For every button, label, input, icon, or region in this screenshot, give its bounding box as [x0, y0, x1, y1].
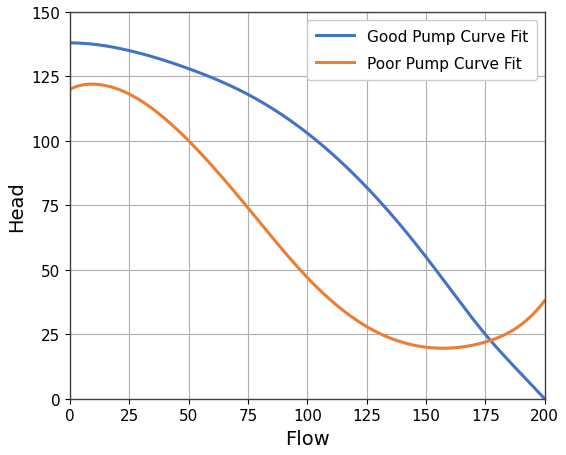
Good Pump Curve Fit: [276, 111, 282, 116]
Poor Pump Curve Fit: [88, 82, 95, 88]
Poor Pump Curve Fit: [67, 87, 74, 93]
Good Pump Curve Fit: [115, 46, 122, 52]
X-axis label: Flow: Flow: [285, 429, 330, 448]
Y-axis label: Head: Head: [7, 181, 26, 231]
Poor Pump Curve Fit: [446, 346, 453, 351]
Poor Pump Curve Fit: [541, 298, 548, 304]
Poor Pump Curve Fit: [437, 346, 444, 351]
Poor Pump Curve Fit: [276, 244, 283, 249]
Good Pump Curve Fit: [67, 41, 74, 46]
Poor Pump Curve Fit: [259, 223, 266, 229]
Line: Poor Pump Curve Fit: Poor Pump Curve Fit: [70, 85, 544, 349]
Line: Good Pump Curve Fit: Good Pump Curve Fit: [70, 44, 544, 399]
Good Pump Curve Fit: [393, 217, 400, 223]
Poor Pump Curve Fit: [115, 88, 122, 93]
Poor Pump Curve Fit: [440, 346, 447, 351]
Good Pump Curve Fit: [541, 396, 548, 402]
Good Pump Curve Fit: [437, 273, 444, 279]
Good Pump Curve Fit: [445, 285, 452, 290]
Good Pump Curve Fit: [259, 100, 265, 106]
Poor Pump Curve Fit: [393, 338, 400, 344]
Legend: Good Pump Curve Fit, Poor Pump Curve Fit: Good Pump Curve Fit, Poor Pump Curve Fit: [307, 20, 537, 81]
